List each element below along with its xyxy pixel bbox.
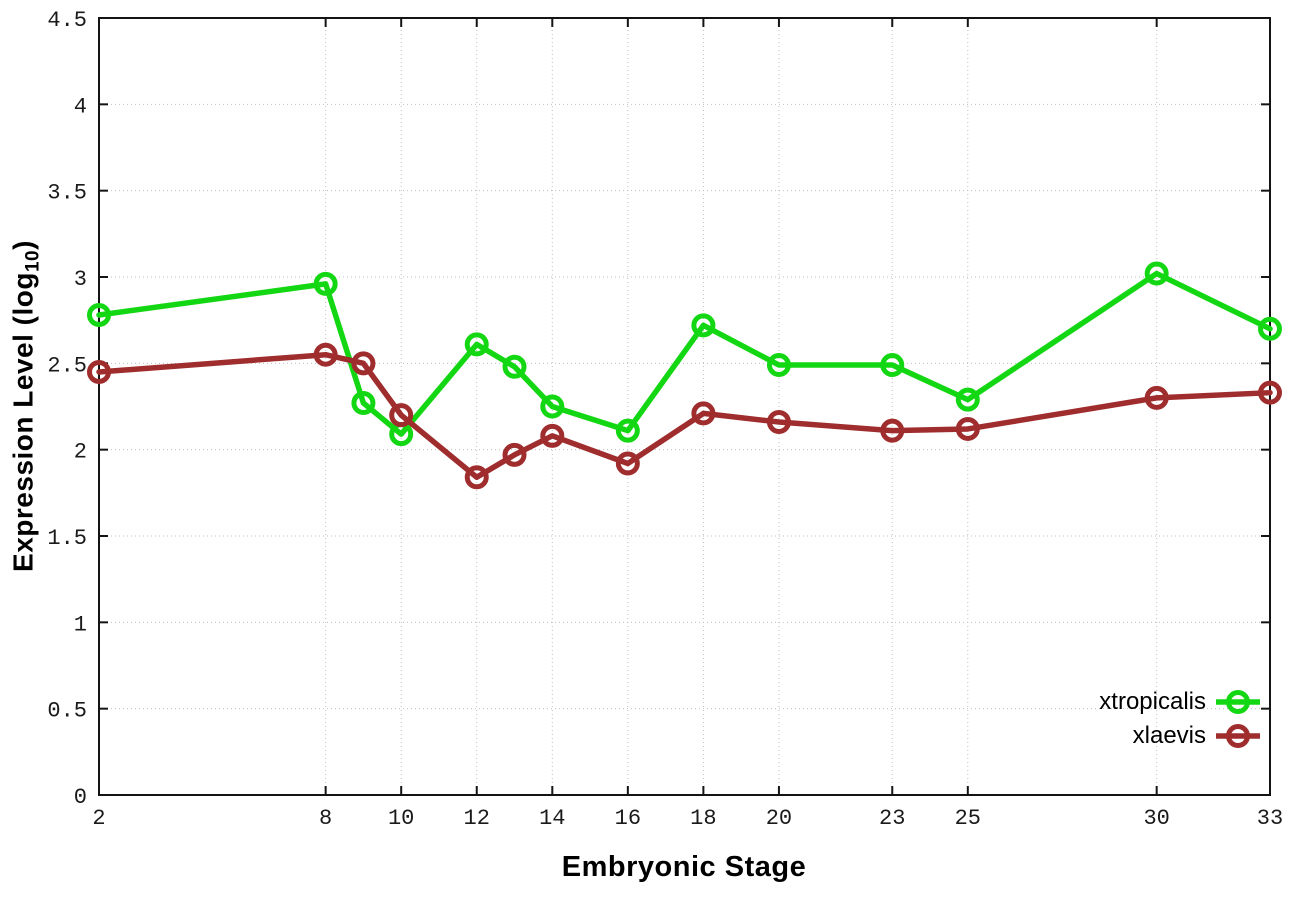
data-point-marker-xlaevis (955, 416, 980, 441)
y-tick-label: 1.5 (47, 526, 87, 551)
x-tick-label: 33 (1257, 806, 1283, 831)
y-tick-label: 4.5 (47, 8, 87, 33)
data-point-marker-xlaevis (1258, 380, 1282, 405)
data-point-marker-xlaevis (389, 403, 414, 428)
legend: xtropicalis xlaevis (1099, 687, 1262, 751)
y-tick-label: 3.5 (47, 181, 87, 206)
data-point-marker-xtropicalis (1258, 316, 1282, 341)
data-point-marker-xtropicalis (464, 332, 489, 357)
legend-sample-marker (1226, 724, 1250, 748)
data-point-marker-xlaevis (540, 423, 565, 448)
x-tick-label: 18 (690, 806, 716, 831)
series-line-xlaevis (96, 351, 1273, 481)
x-tick-label: 20 (766, 806, 792, 831)
y-tick-label: 4 (74, 94, 87, 119)
data-point-marker-xlaevis (691, 401, 716, 426)
data-point-marker-xtropicalis (351, 391, 376, 416)
data-point-marker-xlaevis (615, 451, 640, 476)
data-point-marker-xtropicalis (87, 302, 111, 327)
data-point-marker-xlaevis (87, 359, 111, 384)
plot-border (98, 17, 1271, 796)
x-axis-title: Embryonic Stage (561, 851, 807, 883)
data-point-marker-xlaevis (502, 442, 527, 467)
legend-item-xlaevis: xlaevis (1133, 721, 1262, 751)
x-tick-label: 14 (539, 806, 565, 831)
data-point-marker-xtropicalis (955, 387, 980, 412)
data-point-marker-xtropicalis (691, 313, 716, 338)
x-tick-label: 12 (464, 806, 490, 831)
x-tick-label: 2 (92, 806, 105, 831)
x-tick-label: 10 (388, 806, 414, 831)
data-point-marker-xlaevis (766, 410, 791, 435)
x-tick-label: 30 (1143, 806, 1169, 831)
data-point-marker-xtropicalis (880, 353, 905, 378)
y-tick-label: 3 (74, 267, 87, 292)
y-tick-label: 2.5 (47, 353, 87, 378)
x-tick-label: 23 (879, 806, 905, 831)
data-point-marker-xtropicalis (1144, 261, 1169, 286)
legend-label-xtropicalis: xtropicalis (1099, 688, 1206, 715)
legend-item-xtropicalis: xtropicalis (1099, 687, 1262, 717)
legend-label-xlaevis: xlaevis (1132, 722, 1206, 749)
legend-sample-marker (1226, 690, 1250, 714)
legend-marker-xlaevis (1216, 724, 1260, 748)
data-point-marker-xtropicalis (615, 418, 640, 443)
x-tick-label: 16 (615, 806, 641, 831)
y-tick-label: 0.5 (47, 699, 87, 724)
y-tick-label: 1 (74, 612, 87, 637)
data-point-marker-xtropicalis (502, 354, 527, 379)
data-point-marker-xtropicalis (540, 394, 565, 419)
data-point-marker-xlaevis (1144, 385, 1169, 410)
data-point-marker-xlaevis (464, 465, 489, 490)
data-point-marker-xlaevis (313, 342, 338, 367)
data-point-marker-xtropicalis (313, 271, 338, 296)
legend-marker-xtropicalis (1216, 690, 1260, 714)
y-tick-label: 2 (74, 440, 87, 465)
data-point-marker-xlaevis (880, 418, 905, 443)
x-tick-label: 25 (955, 806, 981, 831)
data-point-marker-xtropicalis (766, 353, 791, 378)
data-point-marker-xlaevis (351, 351, 376, 376)
x-tick-label: 8 (319, 806, 332, 831)
y-tick-label: 0 (74, 785, 87, 810)
